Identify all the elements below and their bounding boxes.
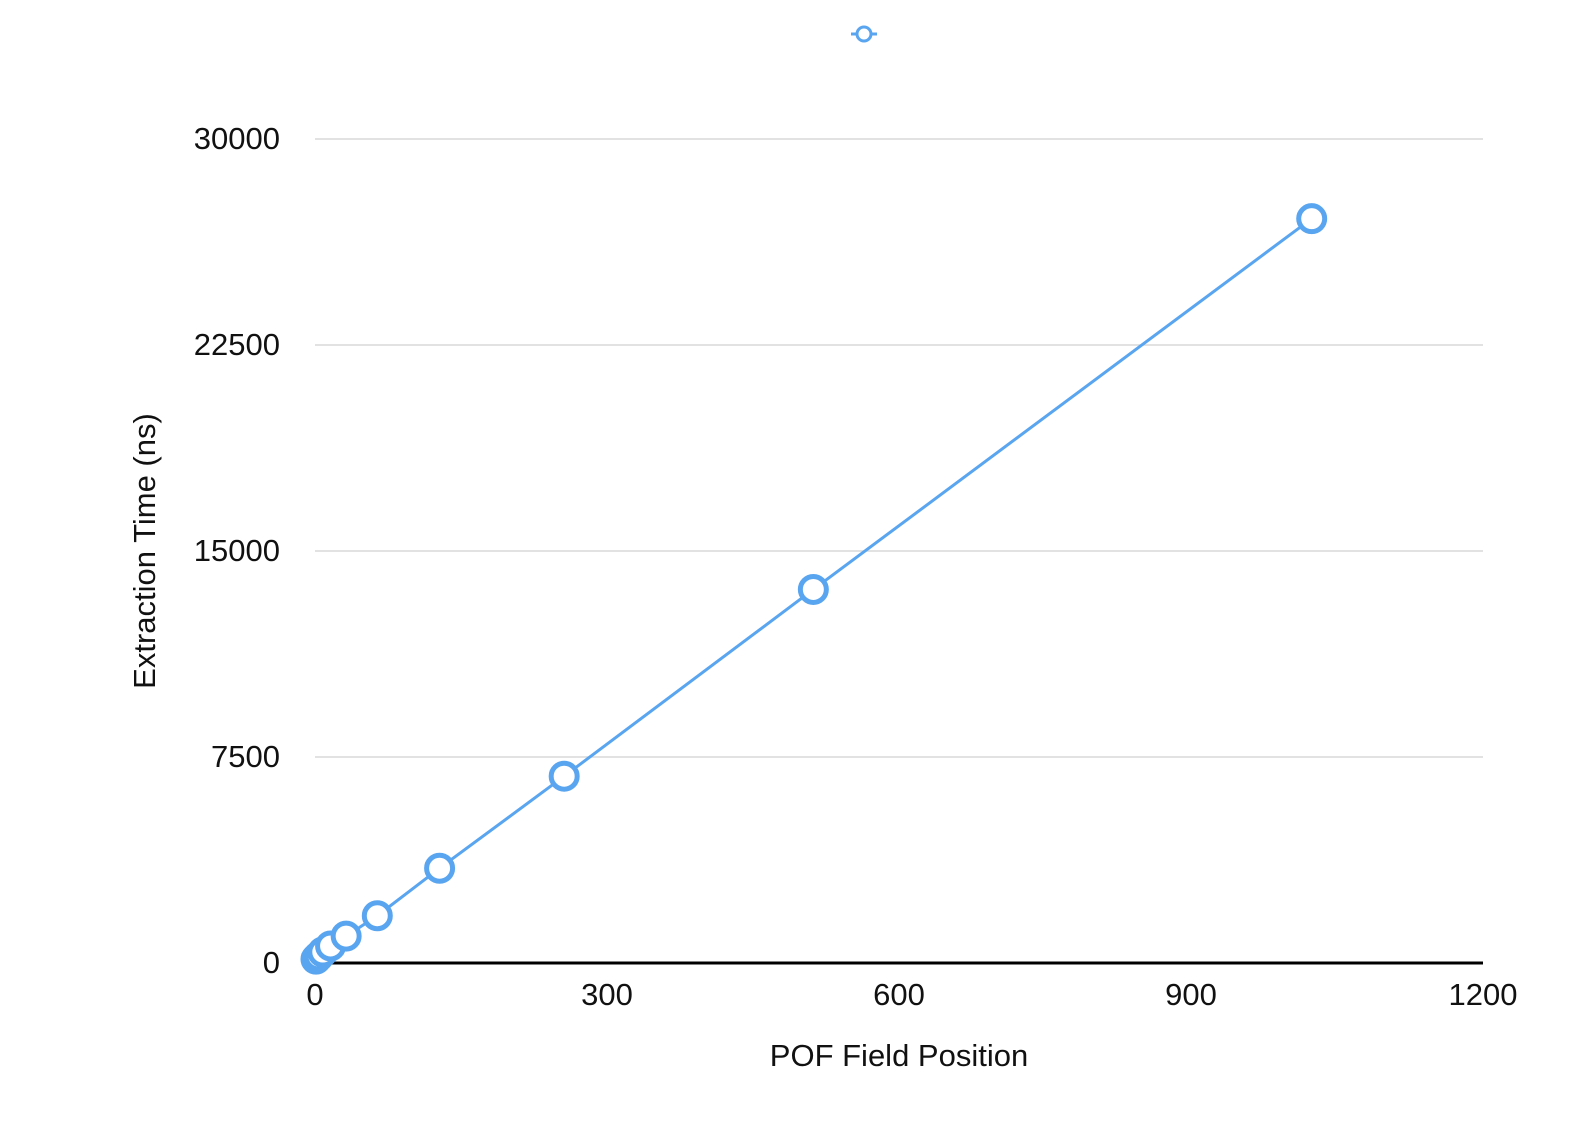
data-point [1296,203,1328,235]
y-tick-label: 15000 [194,533,280,568]
x-axis-title: POF Field Position [770,1038,1028,1073]
data-point [548,760,580,792]
legend [851,25,877,43]
x-tick-label: 1200 [1449,977,1518,1012]
y-axis-title: Extraction Time (ns) [127,413,162,689]
x-tick-label: 300 [581,977,633,1012]
data-point [797,573,829,605]
x-tick-label: 900 [1165,977,1217,1012]
x-tick-label: 600 [873,977,925,1012]
y-tick-label: 7500 [211,739,280,774]
data-point [330,920,362,952]
data-point [361,900,393,932]
y-tick-label: 30000 [194,121,280,156]
y-tick-label: 0 [263,945,280,980]
data-point [424,852,456,884]
legend-marker [855,25,873,43]
y-tick-label: 22500 [194,327,280,362]
x-tick-label: 0 [306,977,323,1012]
